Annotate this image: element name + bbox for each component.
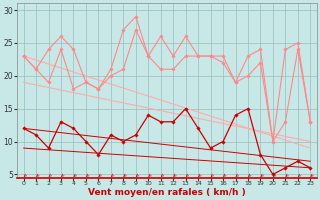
- X-axis label: Vent moyen/en rafales ( km/h ): Vent moyen/en rafales ( km/h ): [88, 188, 246, 197]
